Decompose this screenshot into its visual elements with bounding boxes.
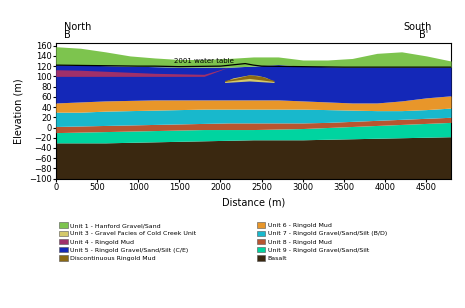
Text: B': B': [419, 30, 429, 40]
Text: B: B: [64, 30, 71, 40]
Text: South: South: [404, 22, 432, 32]
Y-axis label: Elevation (m): Elevation (m): [13, 78, 23, 144]
Text: North: North: [64, 22, 91, 32]
X-axis label: Distance (m): Distance (m): [222, 197, 285, 207]
Legend: Unit 6 - Ringold Mud, Unit 7 - Ringold Gravel/Sand/Silt (B/D), Unit 8 - Ringold : Unit 6 - Ringold Mud, Unit 7 - Ringold G…: [257, 222, 387, 261]
Text: 2001 water table: 2001 water table: [173, 58, 233, 64]
